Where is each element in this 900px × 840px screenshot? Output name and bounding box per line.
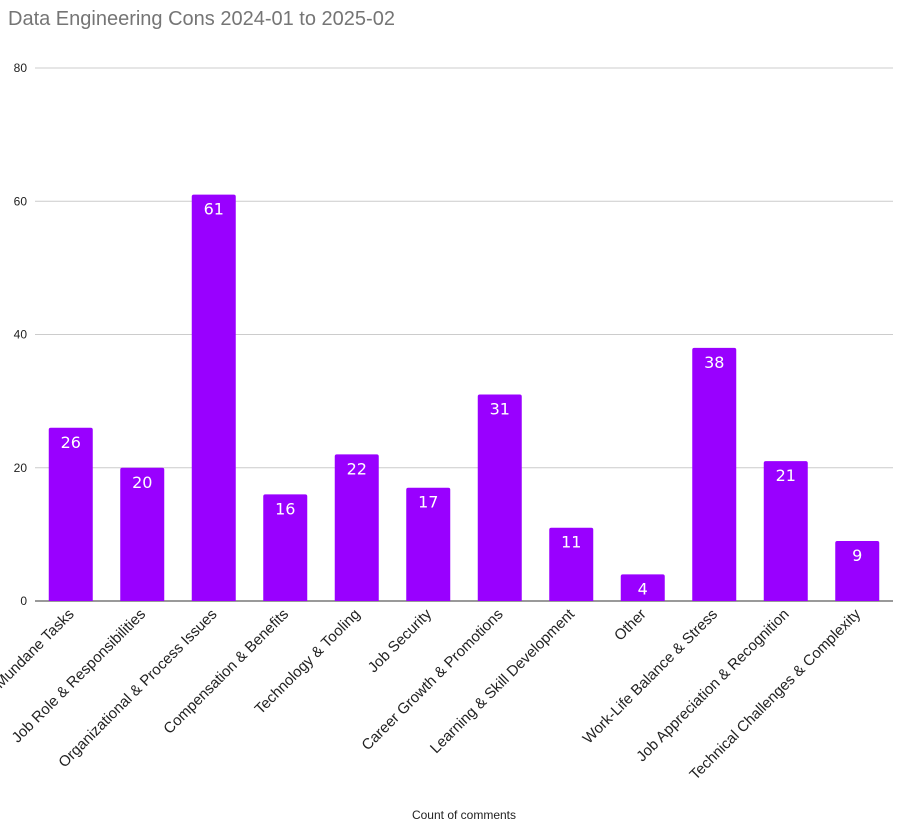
x-tick-label: Work-Life Balance & Stress xyxy=(580,606,722,748)
x-tick-label: Learning & Skill Development xyxy=(427,605,579,757)
data-label: 17 xyxy=(418,493,438,512)
bar xyxy=(48,427,93,601)
data-label-layer: 26 20 61 16 22 17 31 11 4 38 21 9 xyxy=(61,200,863,599)
data-label: 20 xyxy=(132,473,152,492)
x-axis-label: Count of comments xyxy=(412,808,516,822)
data-label: 11 xyxy=(561,533,581,552)
y-tick-label: 80 xyxy=(14,61,28,75)
x-tick-label: Other xyxy=(611,606,650,645)
chart-title: Data Engineering Cons 2024-01 to 2025-02 xyxy=(8,8,395,30)
data-label: 22 xyxy=(347,459,367,478)
y-tick-label: 20 xyxy=(14,461,28,475)
x-tick-label: Job Security xyxy=(365,605,436,676)
data-label: 16 xyxy=(275,499,295,518)
bar xyxy=(549,527,594,601)
y-tick-label: 60 xyxy=(14,194,28,208)
bar xyxy=(763,461,808,601)
bar xyxy=(263,494,308,601)
data-label: 31 xyxy=(490,399,510,418)
data-label: 9 xyxy=(852,546,862,565)
bar xyxy=(692,347,737,601)
data-label: 38 xyxy=(704,353,724,372)
bar-layer xyxy=(48,194,880,601)
bar xyxy=(477,394,522,601)
bar xyxy=(620,574,665,601)
data-label: 4 xyxy=(638,579,648,598)
x-tick-label: Compensation & Benefits xyxy=(160,606,292,738)
x-tick-label: Job Role & Responsibilities xyxy=(9,606,150,747)
data-label: 21 xyxy=(776,466,796,485)
bar xyxy=(334,454,379,601)
bar xyxy=(835,541,880,601)
x-tick-label: Job Appreciation & Recognition xyxy=(633,606,792,765)
x-tick-label: Organizational & Process Issues xyxy=(55,606,220,771)
data-label: 26 xyxy=(61,433,81,452)
x-tick-label: Career Growth & Promotions xyxy=(358,606,506,754)
bar xyxy=(120,467,165,601)
grid-layer: 0 20 40 60 80 xyxy=(14,61,893,608)
bar xyxy=(191,194,236,601)
data-label: 61 xyxy=(204,200,224,219)
y-tick-label: 0 xyxy=(20,594,27,608)
y-tick-label: 40 xyxy=(14,328,28,342)
bar xyxy=(406,487,451,601)
